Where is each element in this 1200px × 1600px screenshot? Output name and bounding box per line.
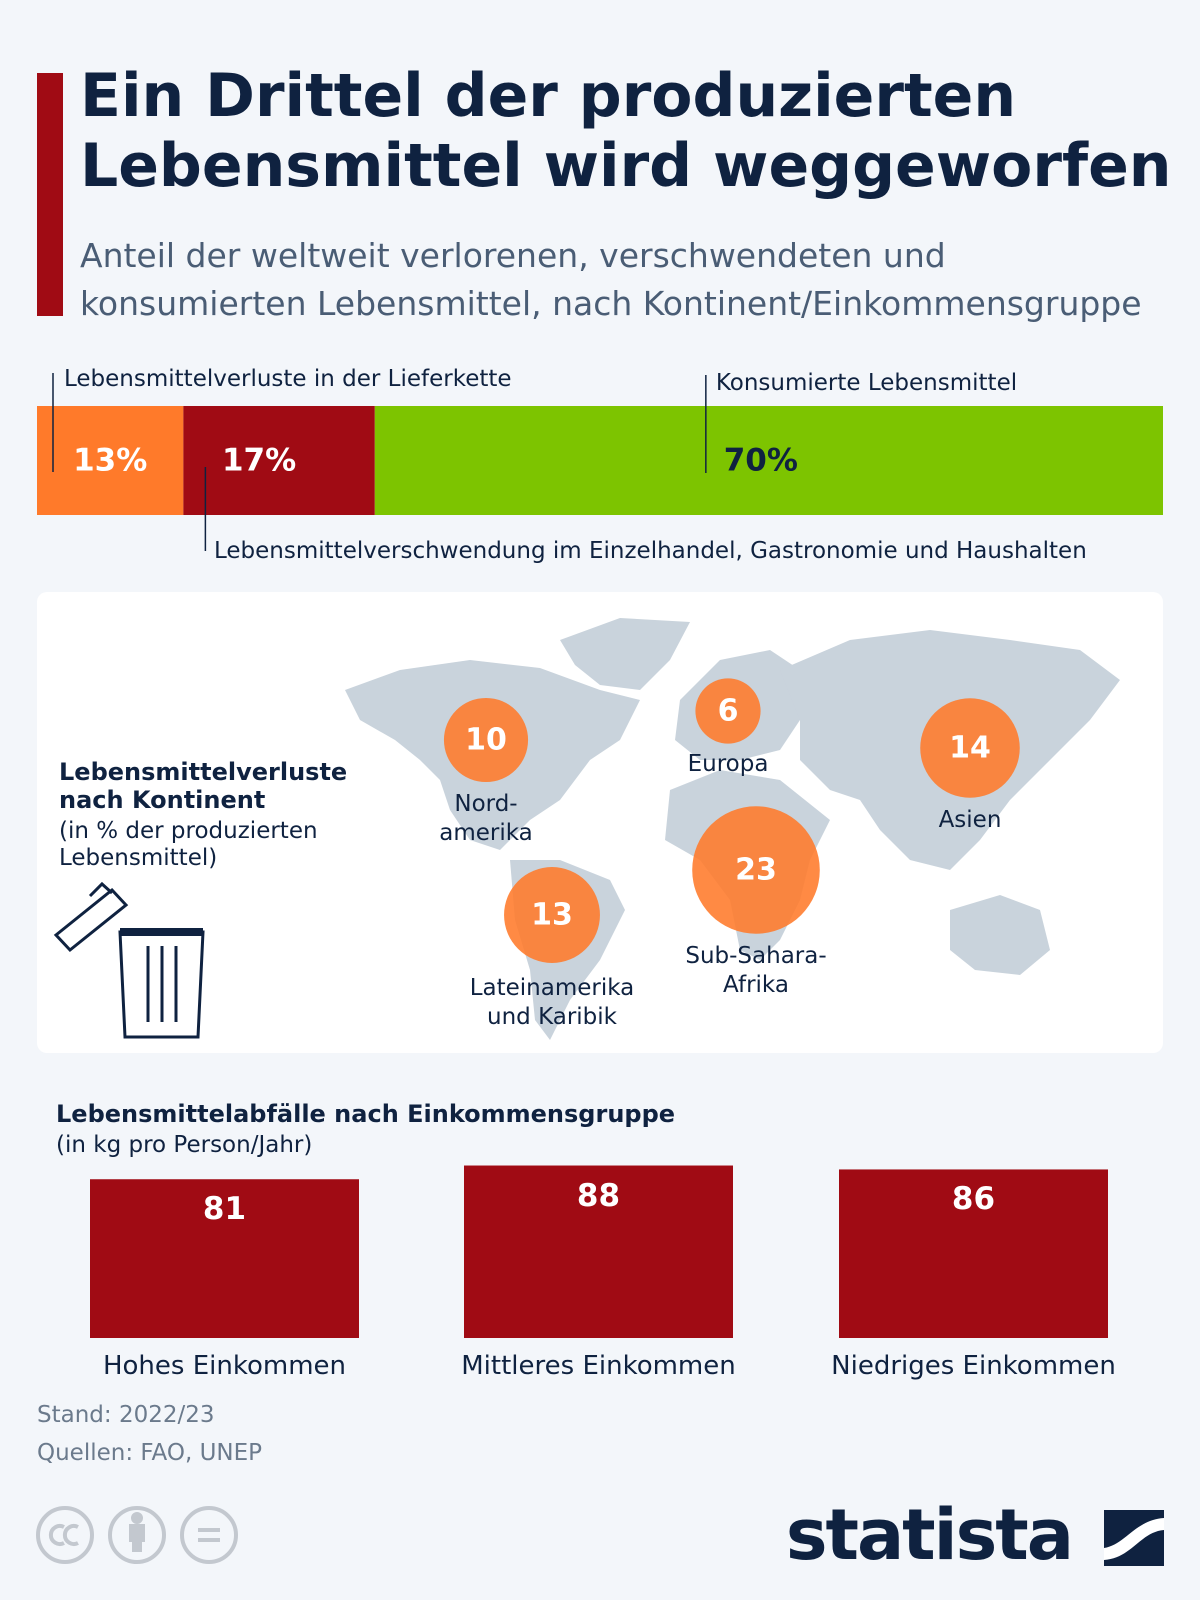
bubble-value: 13: [531, 897, 573, 933]
bar-value: 88: [576, 1177, 621, 1214]
bubble: [443, 697, 529, 783]
bubble-label: Lateinamerika und Karibik: [469, 975, 635, 1030]
bar-category: Niedriges Einkommen: [831, 1351, 1116, 1381]
segment-value: 17%: [221, 442, 297, 479]
bar-category: Mittleres Einkommen: [461, 1351, 736, 1381]
map-title: Lebensmittelverluste nach Kontinent: [59, 758, 348, 815]
bubble-label: Asien: [938, 807, 1002, 833]
bar: [839, 1169, 1108, 1338]
bubble: [920, 698, 1020, 798]
subtitle: Anteil der weltweit verlorenen, verschwe…: [80, 236, 1142, 323]
bar-segment: [183, 406, 375, 515]
segment-label: Lebensmittelverluste in der Lieferkette: [64, 366, 512, 392]
segment-label: Konsumierte Lebensmittel: [715, 370, 1018, 396]
bubble-label: Sub-Sahara- Afrika: [685, 943, 827, 998]
bar-segment: [374, 406, 1163, 515]
bubble-value: 10: [465, 722, 507, 758]
bar-category: Hohes Einkommen: [102, 1351, 347, 1381]
bar-value: 86: [951, 1181, 996, 1218]
bubble: [695, 678, 761, 744]
title-accent: [37, 73, 63, 316]
bubble-label: Europa: [687, 751, 769, 777]
bubble-value: 23: [735, 852, 777, 888]
map-subtitle: (in % der produzierten Lebensmittel): [59, 818, 318, 872]
segment-value: 70%: [723, 442, 798, 479]
bar-subtitle: (in kg pro Person/Jahr): [56, 1132, 313, 1158]
bubble-value: 14: [949, 730, 991, 766]
bar: [90, 1179, 359, 1338]
segment-value: 13%: [73, 442, 148, 479]
bubble-label: Nord- amerika: [439, 791, 533, 846]
bar-segment: [37, 406, 184, 515]
license-icons: [36, 1506, 238, 1564]
bar-title: Lebensmittelabfälle nach Einkommensgrupp…: [56, 1100, 676, 1128]
bubble: [692, 806, 820, 934]
bar-value: 81: [202, 1191, 247, 1228]
brand: statista: [785, 1494, 1074, 1576]
bar: [464, 1165, 733, 1338]
segment-label: Lebensmittelverschwendung im Einzelhande…: [214, 538, 1087, 564]
trash-icon: [53, 881, 205, 1039]
note: Stand: 2022/23: [37, 1402, 215, 1428]
source: Quellen: FAO, UNEP: [37, 1440, 263, 1466]
bubble-value: 6: [717, 693, 739, 729]
bubble: [504, 867, 600, 963]
title: Ein Drittel der produzierten Lebensmitte…: [80, 61, 1172, 201]
brand-icon: [1104, 1510, 1164, 1566]
